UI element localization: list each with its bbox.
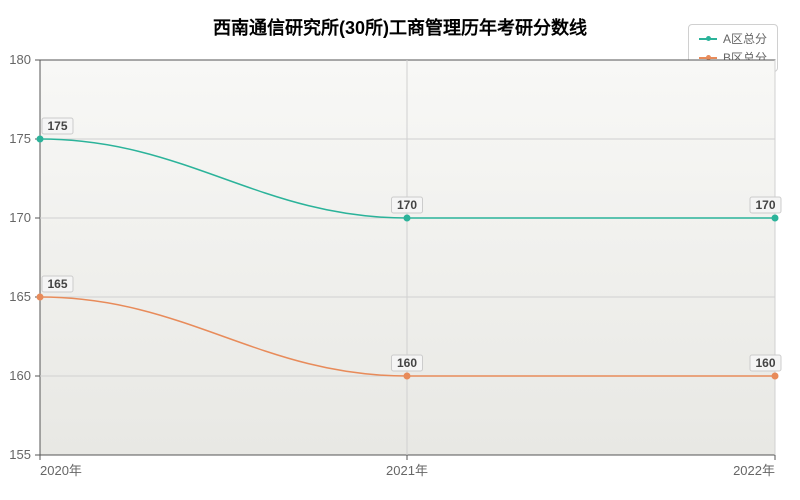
svg-text:180: 180 (9, 52, 31, 67)
svg-text:165: 165 (47, 277, 67, 291)
svg-text:175: 175 (9, 131, 31, 146)
svg-text:2021年: 2021年 (386, 463, 428, 478)
svg-text:165: 165 (9, 289, 31, 304)
chart-container: 西南通信研究所(30所)工商管理历年考研分数线 A区总分 B区总分 155160… (0, 0, 800, 500)
svg-text:175: 175 (47, 119, 67, 133)
svg-text:2020年: 2020年 (40, 463, 82, 478)
y-axis: 155 160 165 170 175 180 (9, 52, 40, 462)
x-axis: 2020年 2021年 2022年 (40, 455, 775, 478)
svg-text:170: 170 (9, 210, 31, 225)
svg-text:160: 160 (9, 368, 31, 383)
svg-text:160: 160 (755, 356, 775, 370)
chart-svg: 155 160 165 170 175 180 2020年 2021年 2022年 175 17… (0, 0, 800, 500)
svg-text:170: 170 (755, 198, 775, 212)
svg-text:155: 155 (9, 447, 31, 462)
svg-text:170: 170 (397, 198, 417, 212)
svg-text:2022年: 2022年 (733, 463, 775, 478)
svg-text:160: 160 (397, 356, 417, 370)
